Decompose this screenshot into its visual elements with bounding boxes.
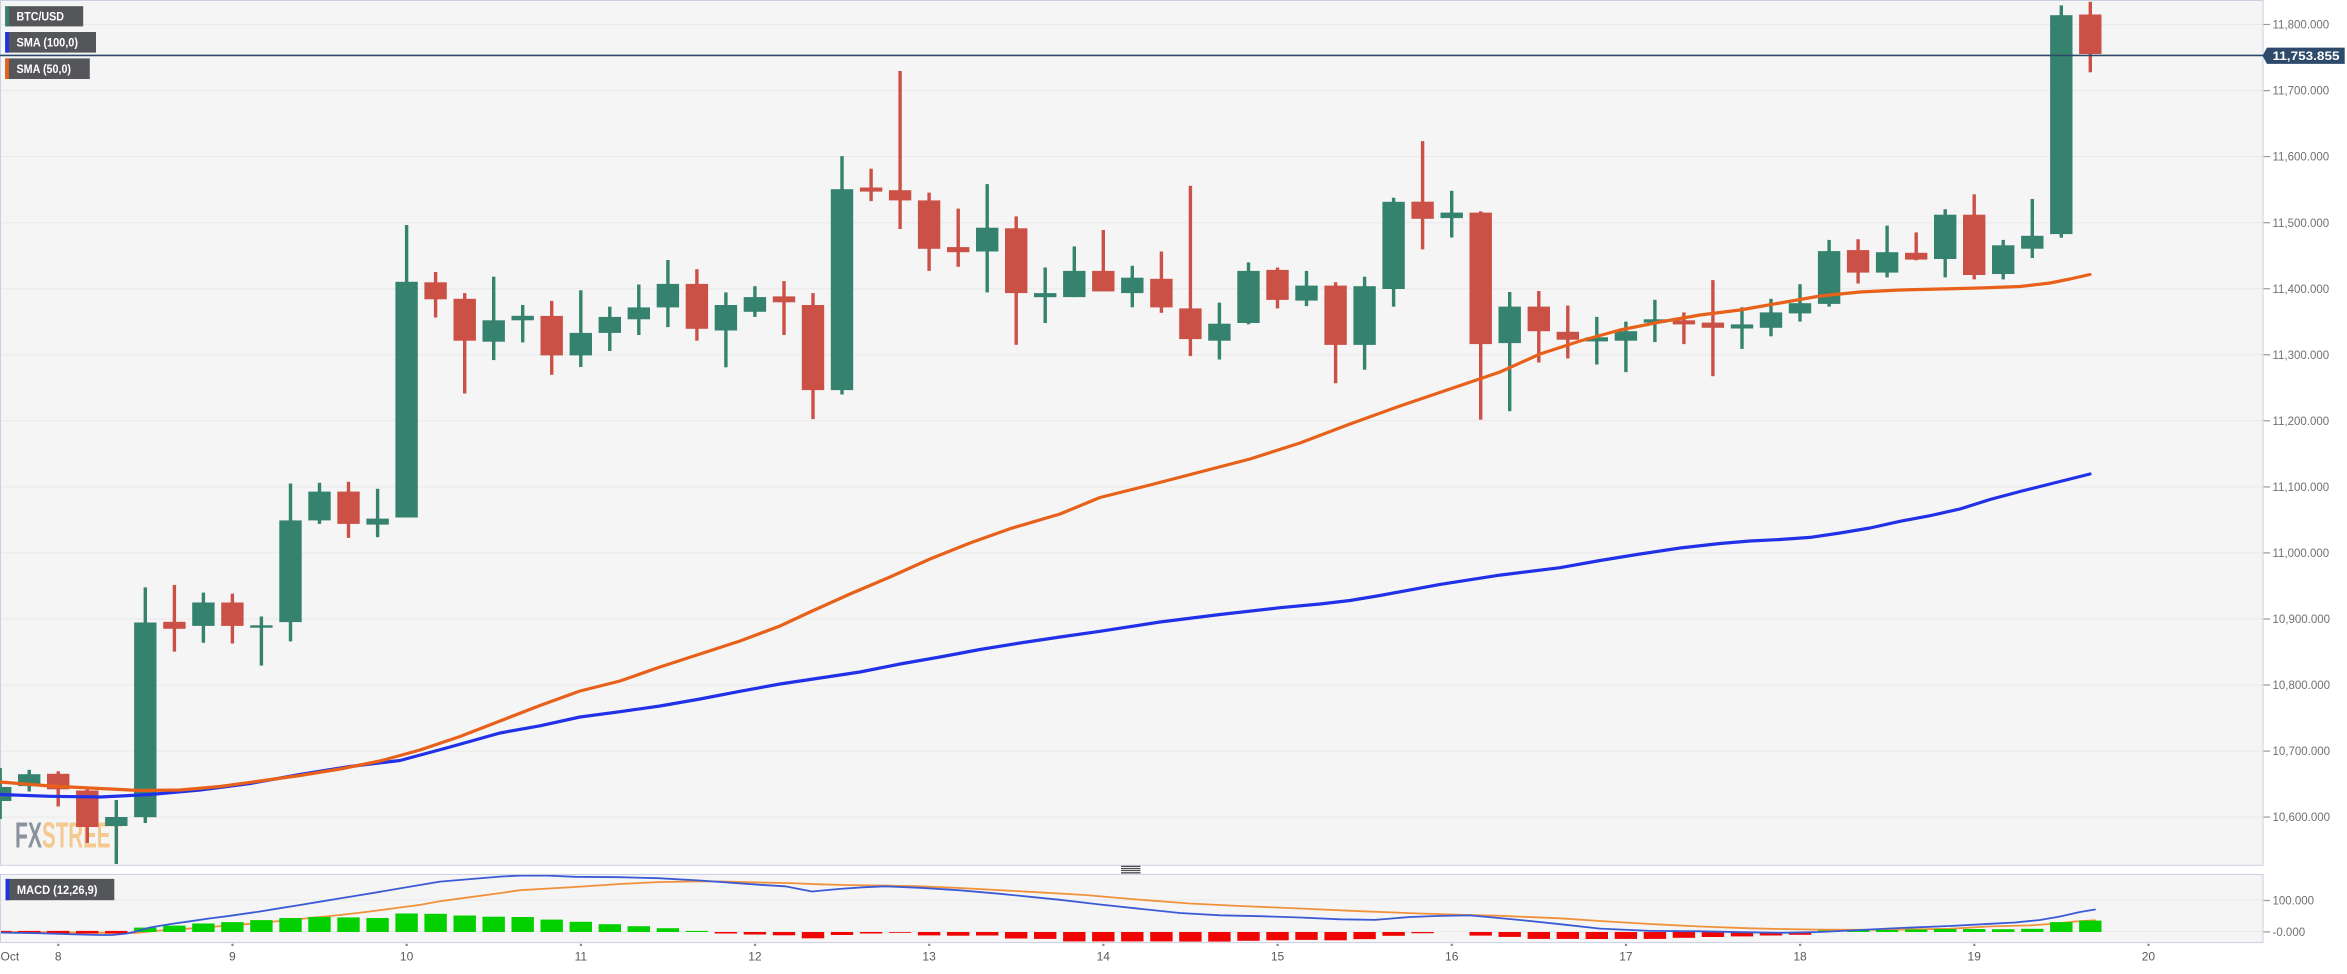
svg-text:9: 9 (229, 950, 236, 964)
svg-text:100.000: 100.000 (2273, 896, 2315, 908)
svg-text:14: 14 (1097, 950, 1111, 964)
svg-text:MACD (12,26,9): MACD (12,26,9) (17, 883, 98, 897)
svg-text:11: 11 (575, 950, 588, 964)
svg-text:17: 17 (1619, 950, 1633, 964)
svg-text:13: 13 (922, 950, 936, 964)
svg-text:-0.000: -0.000 (2273, 927, 2306, 939)
svg-text:11,600.000: 11,600.000 (2273, 152, 2330, 164)
svg-text:Oct: Oct (1, 950, 20, 964)
svg-text:15: 15 (1271, 950, 1285, 964)
svg-text:19: 19 (1968, 950, 1982, 964)
svg-text:SMA (50,0): SMA (50,0) (17, 62, 72, 76)
svg-text:11,700.000: 11,700.000 (2273, 86, 2330, 98)
svg-text:SMA (100,0): SMA (100,0) (17, 36, 79, 50)
svg-text:11,500.000: 11,500.000 (2273, 218, 2330, 230)
svg-text:20: 20 (2142, 950, 2156, 964)
svg-text:18: 18 (1793, 950, 1807, 964)
svg-text:FX: FX (15, 815, 42, 856)
svg-text:10,700.000: 10,700.000 (2273, 746, 2331, 758)
svg-text:11,100.000: 11,100.000 (2273, 482, 2330, 494)
svg-text:10,600.000: 10,600.000 (2273, 812, 2331, 824)
svg-text:8: 8 (55, 950, 62, 964)
svg-text:11,800.000: 11,800.000 (2273, 20, 2330, 32)
svg-text:11,753.855: 11,753.855 (2273, 51, 2341, 63)
svg-text:11,400.000: 11,400.000 (2273, 284, 2330, 296)
svg-text:16: 16 (1445, 950, 1459, 964)
svg-text:10,800.000: 10,800.000 (2273, 680, 2331, 692)
svg-text:BTC/USD: BTC/USD (17, 10, 65, 24)
svg-text:10: 10 (400, 950, 414, 964)
svg-text:11,200.000: 11,200.000 (2273, 416, 2330, 428)
svg-text:12: 12 (748, 950, 762, 964)
svg-text:10,900.000: 10,900.000 (2273, 614, 2331, 626)
svg-text:11,000.000: 11,000.000 (2273, 548, 2330, 560)
svg-text:11,300.000: 11,300.000 (2273, 350, 2330, 362)
